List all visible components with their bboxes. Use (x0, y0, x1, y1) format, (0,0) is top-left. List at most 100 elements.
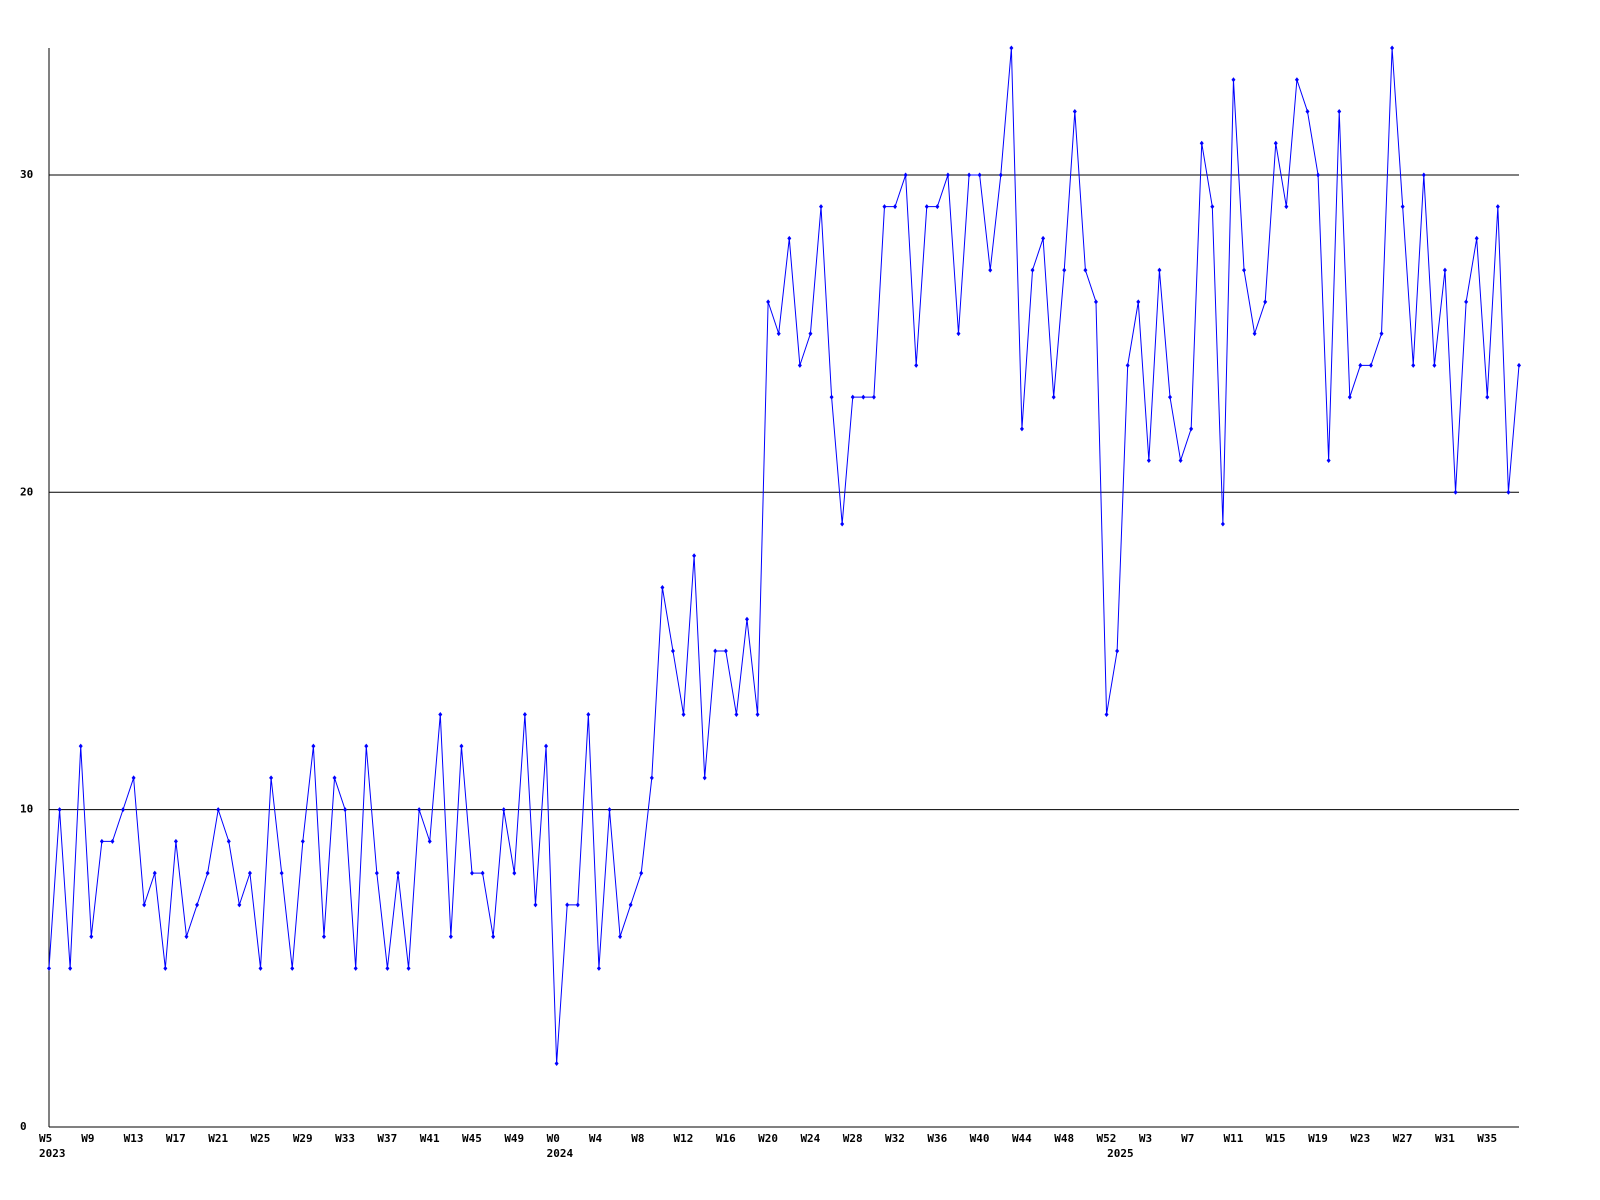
x-tick-label: W9 (81, 1132, 94, 1145)
x-tick-label: W27 (1393, 1132, 1413, 1145)
point-marker (1294, 77, 1299, 83)
point-marker (1326, 458, 1331, 464)
point-marker (544, 743, 549, 749)
point-marker (1199, 140, 1204, 146)
point-marker (744, 616, 749, 622)
x-tick-label: W4 (589, 1132, 603, 1145)
x-tick-label: W52 (1097, 1132, 1117, 1145)
x-tick-label: W21 (208, 1132, 228, 1145)
point-marker (702, 775, 707, 781)
point-marker (988, 267, 993, 273)
point-marker (364, 743, 369, 749)
point-marker (195, 902, 200, 908)
point-marker (882, 204, 887, 210)
point-marker (99, 838, 104, 844)
x-tick-label: W44 (1012, 1132, 1032, 1145)
point-marker (290, 965, 295, 971)
point-marker (787, 235, 792, 241)
point-marker (903, 172, 908, 178)
point-marker (1517, 362, 1521, 368)
x-tick-label: W0 (547, 1132, 560, 1145)
point-marker (1041, 235, 1046, 241)
point-marker (692, 553, 697, 559)
point-marker (427, 838, 432, 844)
point-marker (258, 965, 263, 971)
x-tick-label: W49 (504, 1132, 524, 1145)
point-marker (1072, 108, 1077, 114)
point-marker (565, 902, 570, 908)
point-marker (1284, 204, 1289, 210)
x-tick-label: W19 (1308, 1132, 1328, 1145)
point-marker (1146, 458, 1151, 464)
point-marker (1432, 362, 1437, 368)
point-marker (269, 775, 274, 781)
point-marker (956, 331, 961, 337)
point-marker (1178, 458, 1183, 464)
x-tick-label: W32 (885, 1132, 905, 1145)
x-tick-label: W28 (843, 1132, 863, 1145)
point-marker (1083, 267, 1088, 273)
point-marker (808, 331, 813, 337)
x-tick-label: W29 (293, 1132, 313, 1145)
point-marker (554, 1061, 559, 1067)
x-tick-label: W16 (716, 1132, 736, 1145)
point-marker (1358, 362, 1363, 368)
point-marker (68, 965, 73, 971)
point-marker (829, 394, 834, 400)
x-tick-label: W37 (377, 1132, 397, 1145)
x-tick-label: W33 (335, 1132, 355, 1145)
point-marker (374, 870, 379, 876)
point-marker (1104, 711, 1109, 717)
x-tick-label: W5 (39, 1132, 52, 1145)
point-marker (1030, 267, 1035, 273)
point-marker (776, 331, 781, 337)
point-marker (967, 172, 972, 178)
point-marker (1242, 267, 1247, 273)
point-marker (850, 394, 855, 400)
point-marker (734, 711, 739, 717)
x-tick-label: W36 (927, 1132, 947, 1145)
point-marker (871, 394, 876, 400)
point-marker (300, 838, 305, 844)
point-marker (448, 934, 453, 940)
point-marker (596, 965, 601, 971)
point-marker (1009, 45, 1014, 51)
x-tick-label: W23 (1350, 1132, 1370, 1145)
x-tick-label: W11 (1223, 1132, 1243, 1145)
point-marker (110, 838, 115, 844)
point-marker (575, 902, 580, 908)
point-marker (89, 934, 94, 940)
x-tick-label: W7 (1181, 1132, 1194, 1145)
point-marker (1421, 172, 1426, 178)
x-tick-label: W3 (1139, 1132, 1152, 1145)
x-tick-label: W25 (251, 1132, 271, 1145)
point-marker (1411, 362, 1416, 368)
point-marker (57, 807, 62, 813)
point-marker (1495, 204, 1500, 210)
point-marker (1368, 362, 1373, 368)
point-marker (1347, 394, 1352, 400)
point-marker (945, 172, 950, 178)
x-tick-label: W13 (124, 1132, 144, 1145)
point-marker (766, 299, 771, 305)
series-line (48, 47, 1520, 1064)
point-marker (1305, 108, 1310, 114)
point-marker (1252, 331, 1257, 337)
point-marker (1168, 394, 1173, 400)
x-tick-label: W48 (1054, 1132, 1074, 1145)
year-label: 2025 (1107, 1147, 1134, 1160)
point-marker (438, 711, 443, 717)
point-marker (1019, 426, 1024, 432)
point-marker (755, 711, 760, 717)
x-tick-label: W41 (420, 1132, 440, 1145)
point-marker (998, 172, 1003, 178)
point-marker (1337, 108, 1342, 114)
point-marker (1485, 394, 1490, 400)
y-tick-label: 20 (20, 485, 33, 498)
point-marker (1273, 140, 1278, 146)
x-tick-label: W15 (1266, 1132, 1286, 1145)
point-marker (184, 934, 189, 940)
point-marker (279, 870, 284, 876)
point-marker (1189, 426, 1194, 432)
